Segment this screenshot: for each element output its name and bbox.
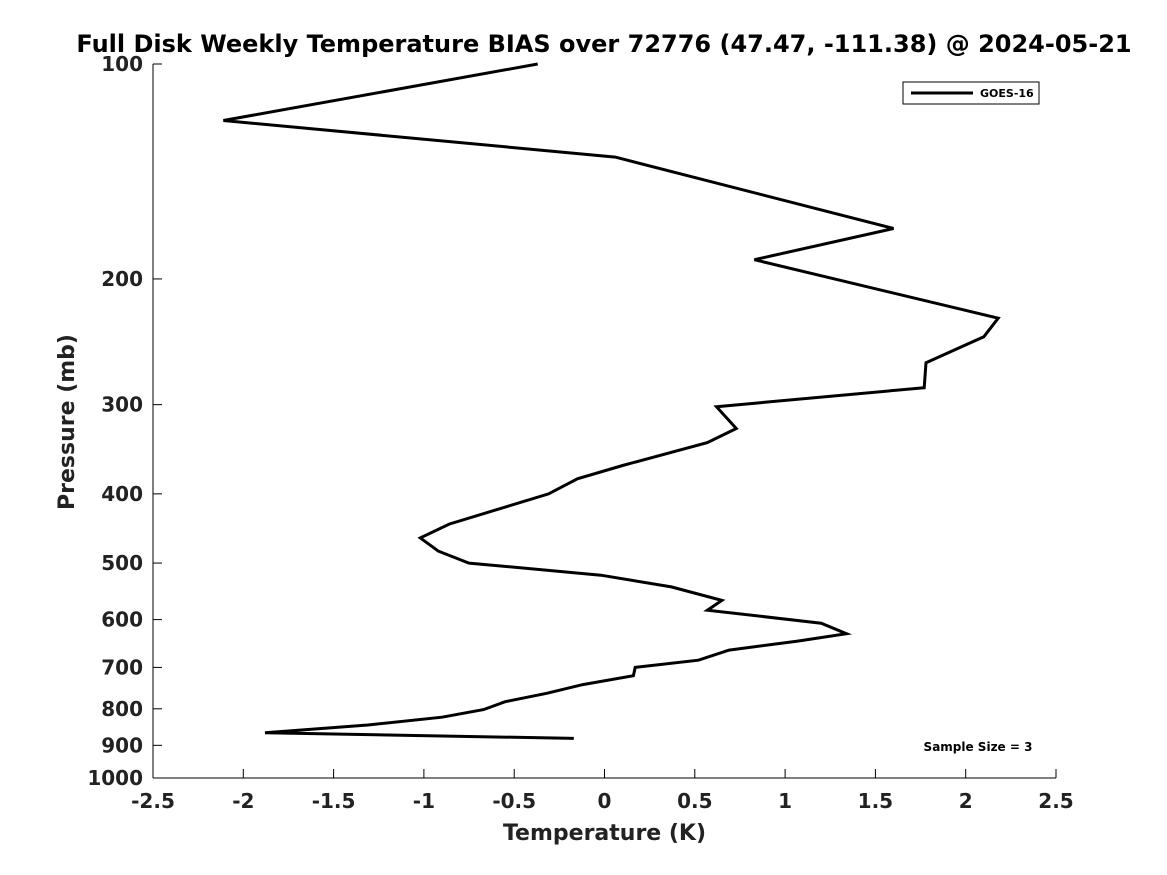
x-tick-label: -2.5 [131,789,175,813]
x-tick-label: 2 [959,789,973,813]
x-tick-label: 2.5 [1038,789,1073,813]
legend: GOES-16 [902,81,1040,105]
series-layer [223,62,1001,740]
legend-label: GOES-16 [980,87,1034,100]
y-tick-label: 400 [101,482,143,506]
x-tick-label: -2 [232,789,254,813]
chart-title: Full Disk Weekly Temperature BIAS over 7… [76,30,1131,58]
y-axis-label: Pressure (mb) [55,334,80,510]
x-axis-label: Temperature (K) [503,821,706,846]
y-tick-label: 100 [101,52,143,76]
x-tick-label: 0 [598,789,612,813]
y-tick-label: 300 [101,393,143,417]
x-tick-label: 0.5 [677,789,712,813]
x-tick-label: -1 [413,789,435,813]
x-tick-label: 1 [778,789,792,813]
x-tick-label: -0.5 [492,789,536,813]
series-line [223,62,1001,740]
y-tick-label: 500 [101,551,143,575]
x-tick-label: -1.5 [312,789,356,813]
x-axis-ticks: -2.5 -2 -1.5 -1 -0.5 0 0.5 1 1.5 2 2.5 [131,769,1074,813]
y-axis-ticks: 100 200 300 400 500 600 700 800 900 1000 [87,52,162,790]
y-tick-label: 700 [101,655,143,679]
y-tick-label: 800 [101,697,143,721]
y-tick-label: 1000 [87,766,143,790]
x-tick-label: 1.5 [858,789,893,813]
y-tick-label: 200 [101,267,143,291]
y-tick-label: 900 [101,733,143,757]
y-tick-label: 600 [101,608,143,632]
sample-size-annotation: Sample Size = 3 [924,740,1033,754]
